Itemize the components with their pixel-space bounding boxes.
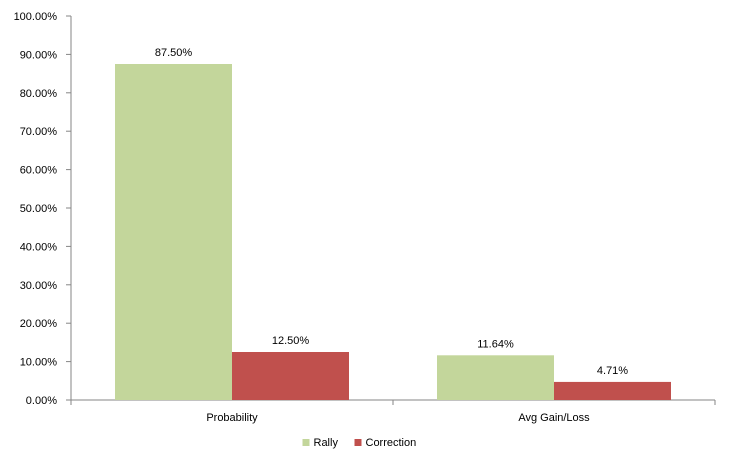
legend-swatch-correction — [354, 439, 362, 446]
legend-label-rally: Rally — [314, 437, 339, 449]
bar-correction-avg-gain-loss — [554, 381, 671, 400]
y-tick-label: 30.00% — [20, 280, 58, 292]
legend: Rally Correction — [302, 437, 417, 449]
x-category-label: Probability — [206, 412, 258, 424]
y-tick-label: 80.00% — [20, 88, 58, 100]
legend-swatch-rally — [302, 439, 310, 446]
bar-correction-probability — [232, 352, 349, 400]
x-category-label: Avg Gain/Loss — [518, 412, 590, 424]
bar-rally-avg-gain-loss — [437, 355, 554, 400]
legend-label-correction: Correction — [366, 437, 417, 449]
y-tick-label: 60.00% — [20, 165, 58, 177]
y-tick-label: 40.00% — [20, 241, 58, 253]
y-tick-label: 20.00% — [20, 318, 58, 330]
data-label: 11.64% — [477, 338, 514, 350]
data-labels: 87.50% 12.50% 11.64% 4.71% — [155, 47, 628, 377]
y-tick-label: 0.00% — [26, 395, 57, 407]
x-axis: Probability Avg Gain/Loss — [70, 399, 716, 424]
data-label: 12.50% — [272, 335, 310, 347]
data-label: 4.71% — [597, 365, 628, 377]
y-tick-label: 100.00% — [14, 11, 58, 23]
y-axis: 0.00% 10.00% 20.00% 30.00% 40.00% 50.00% 60.00… — [14, 11, 72, 407]
bars — [115, 64, 671, 400]
y-tick-label: 90.00% — [20, 49, 58, 61]
y-tick-label: 70.00% — [20, 126, 58, 138]
y-tick-label: 50.00% — [20, 203, 58, 215]
bar-rally-probability — [115, 64, 232, 400]
data-label: 87.50% — [155, 47, 193, 59]
y-tick-label: 10.00% — [20, 357, 58, 369]
